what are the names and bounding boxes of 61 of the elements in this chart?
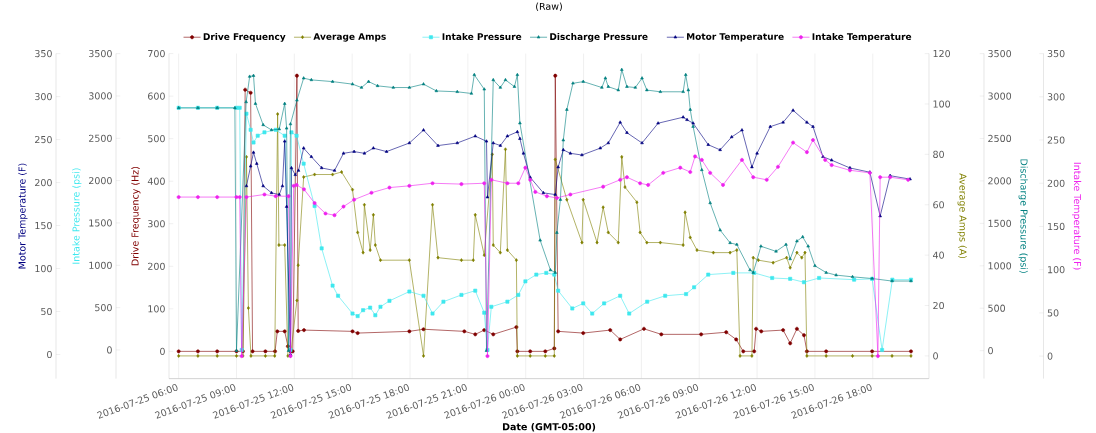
y-tick-label: 400 bbox=[147, 177, 165, 185]
y2-tick-label: 40 bbox=[933, 251, 944, 259]
y2-tick-label: 0 bbox=[1047, 352, 1053, 360]
x-axis-title: Date (GMT-05:00) bbox=[502, 422, 596, 432]
y2-tick-label: 350 bbox=[1047, 49, 1065, 58]
y2-tick-label: 2500 bbox=[988, 134, 1012, 143]
y-tick-label: 1000 bbox=[89, 261, 112, 269]
y-tick-label: 100 bbox=[35, 264, 52, 273]
y-tick-label: 100 bbox=[148, 305, 165, 313]
y-tick-label: 200 bbox=[35, 178, 52, 187]
legend-label: Average Amps bbox=[313, 33, 386, 42]
y-tick-label: 150 bbox=[35, 221, 52, 230]
y-axis-title: Intake Pressure (psi) bbox=[72, 168, 82, 264]
legend-label: Intake Temperature bbox=[812, 33, 912, 42]
y2-tick-label: 150 bbox=[1048, 222, 1065, 231]
y2-tick-label: 500 bbox=[988, 304, 1006, 312]
legend-label: Motor Temperature bbox=[687, 33, 784, 42]
y2-tick-label: 1500 bbox=[988, 219, 1012, 227]
y2-axis-title: Discharge Pressure (psi) bbox=[1018, 159, 1028, 273]
y-tick-label: 0 bbox=[160, 347, 165, 355]
y2-tick-label: 1000 bbox=[988, 262, 1012, 270]
y2-tick-label: 0 bbox=[933, 352, 938, 360]
legend-label: Drive Frequency bbox=[203, 33, 286, 42]
y2-tick-label: 2000 bbox=[988, 177, 1012, 185]
y-tick-label: 0 bbox=[47, 350, 52, 359]
y-tick-label: 300 bbox=[148, 220, 165, 228]
y2-tick-label: 100 bbox=[933, 100, 951, 108]
y-tick-label: 350 bbox=[35, 49, 52, 58]
y-tick-label: 2500 bbox=[88, 134, 112, 142]
y-tick-label: 0 bbox=[107, 346, 112, 354]
y-tick-label: 3000 bbox=[89, 92, 112, 100]
y2-tick-label: 3000 bbox=[988, 92, 1012, 100]
y2-tick-label: 300 bbox=[1047, 93, 1065, 101]
y-tick-label: 2000 bbox=[88, 177, 112, 185]
y2-tick-label: 60 bbox=[933, 201, 944, 209]
y2-tick-label: 20 bbox=[933, 301, 944, 310]
y2-tick-label: 100 bbox=[1048, 266, 1065, 274]
y-tick-label: 600 bbox=[148, 92, 165, 100]
y-tick-label: 200 bbox=[148, 262, 165, 270]
y-tick-label: 500 bbox=[95, 304, 112, 312]
y-axis-title: Motor Temperature (F) bbox=[18, 163, 28, 269]
y-tick-label: 300 bbox=[35, 92, 52, 101]
y2-tick-label: 200 bbox=[1047, 179, 1065, 187]
y-tick-label: 700 bbox=[148, 50, 165, 58]
chart-title: (Raw) bbox=[536, 2, 562, 12]
legend-label: Discharge Pressure bbox=[550, 33, 648, 42]
y-tick-label: 500 bbox=[148, 135, 165, 143]
y2-tick-label: 250 bbox=[1047, 136, 1065, 144]
y-tick-label: 3500 bbox=[89, 49, 112, 58]
y2-tick-label: 120 bbox=[933, 49, 951, 58]
legend-label: Intake Pressure bbox=[442, 33, 522, 41]
y2-tick-label: 3500 bbox=[988, 49, 1012, 58]
y2-tick-label: 0 bbox=[988, 347, 993, 355]
y2-tick-label: 80 bbox=[933, 150, 944, 158]
y2-axis-title: Intake Temperature (F) bbox=[1072, 162, 1082, 270]
y-tick-label: 50 bbox=[41, 307, 52, 316]
y-axis-title: Drive Frequency (Hz) bbox=[131, 166, 141, 266]
y2-tick-label: 50 bbox=[1047, 309, 1059, 317]
y-tick-label: 1500 bbox=[89, 219, 112, 227]
y-tick-label: 250 bbox=[35, 135, 52, 144]
y2-axis-title: Average Amps (A) bbox=[957, 173, 967, 259]
